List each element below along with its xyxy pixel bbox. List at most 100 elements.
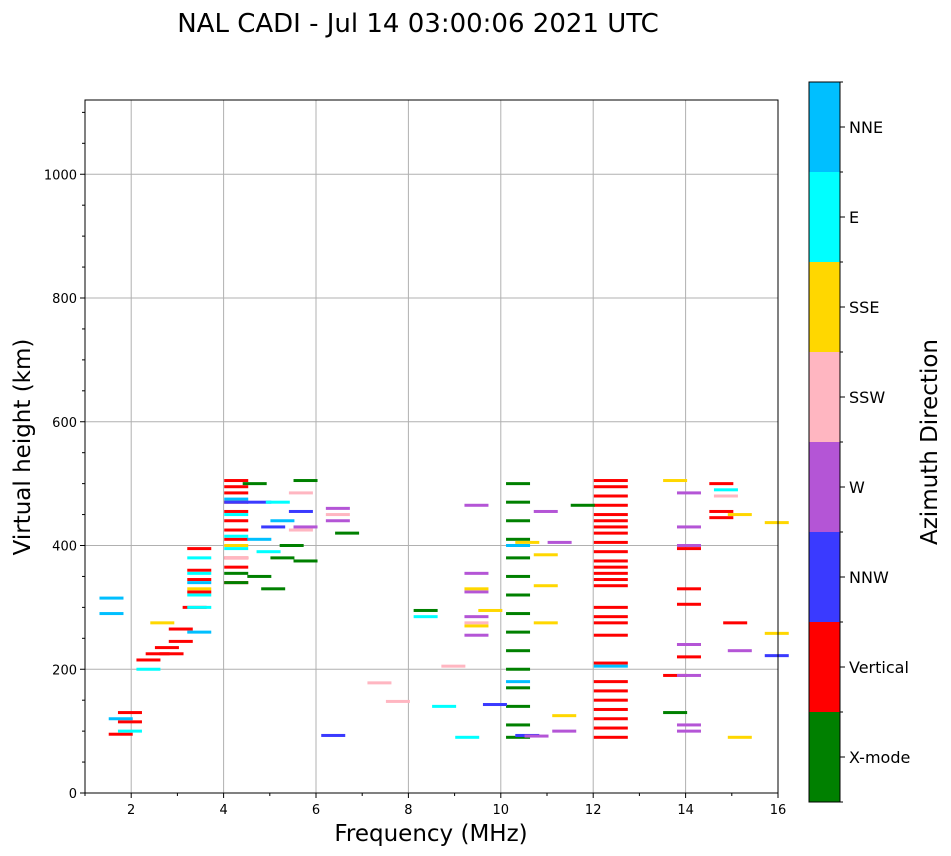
- data-point: [187, 581, 212, 585]
- data-point: [187, 568, 212, 572]
- data-point: [154, 646, 179, 650]
- x-tick-label: 12: [585, 803, 602, 818]
- data-point: [593, 717, 628, 721]
- data-point: [325, 519, 350, 523]
- data-point: [593, 531, 628, 535]
- data-point: [593, 540, 628, 544]
- data-point: [247, 574, 272, 578]
- data-point: [261, 525, 286, 529]
- data-point: [552, 714, 577, 718]
- data-point: [663, 479, 688, 483]
- data-point: [108, 732, 133, 736]
- data-point: [676, 643, 701, 646]
- x-tick-label: 14: [677, 803, 694, 818]
- data-point: [593, 698, 628, 702]
- data-point: [727, 513, 752, 517]
- data-point: [293, 559, 318, 563]
- data-point: [593, 479, 628, 483]
- data-point: [533, 553, 558, 557]
- data-point: [224, 571, 249, 575]
- data-point: [136, 667, 161, 671]
- y-tick-label: 400: [52, 540, 77, 555]
- data-point: [187, 630, 212, 634]
- data-point: [108, 717, 133, 721]
- series-nne: [99, 497, 628, 721]
- data-point: [593, 726, 628, 730]
- data-point: [321, 733, 346, 737]
- x-tick-label: 6: [312, 803, 320, 818]
- colorbar-segment: [809, 262, 840, 352]
- data-point: [593, 584, 628, 588]
- x-tick-label: 8: [404, 803, 412, 818]
- data-point: [506, 544, 531, 547]
- grid-lines: [85, 100, 779, 794]
- data-point: [506, 500, 531, 504]
- y-tick-label: 800: [52, 292, 77, 307]
- series-vertical: [108, 479, 748, 739]
- data-marks: [99, 479, 789, 739]
- data-point: [727, 735, 752, 739]
- data-point: [288, 491, 313, 495]
- data-point: [676, 491, 701, 495]
- data-point: [533, 509, 558, 513]
- data-point: [593, 661, 628, 665]
- data-point: [723, 621, 748, 625]
- data-point: [325, 506, 350, 510]
- data-point: [506, 704, 531, 708]
- data-point: [593, 525, 628, 529]
- data-point: [593, 605, 628, 609]
- colorbar-tick-label: W: [849, 478, 865, 497]
- data-point: [713, 488, 738, 492]
- data-point: [385, 699, 410, 703]
- data-point: [413, 615, 438, 619]
- data-point: [533, 621, 558, 625]
- data-point: [261, 587, 286, 591]
- data-point: [533, 584, 558, 588]
- y-axis-label: Virtual height (km): [10, 339, 36, 556]
- data-point: [593, 689, 628, 693]
- data-point: [593, 633, 628, 637]
- data-point: [335, 531, 360, 535]
- colorbar-tick-label: NNW: [849, 568, 889, 587]
- x-tick-label: 4: [219, 803, 227, 818]
- data-point: [117, 729, 142, 733]
- data-point: [570, 503, 595, 507]
- data-point: [464, 624, 489, 628]
- data-point: [506, 612, 531, 616]
- data-point: [224, 485, 249, 489]
- data-point: [224, 528, 249, 532]
- data-point: [593, 485, 628, 489]
- data-point: [506, 519, 531, 523]
- data-point: [247, 500, 272, 504]
- colorbar-segment: [809, 352, 840, 442]
- colorbar-frame: [808, 81, 841, 803]
- data-point: [99, 612, 124, 616]
- data-point: [224, 537, 249, 541]
- data-point: [288, 528, 313, 532]
- data-point: [593, 494, 628, 498]
- data-point: [593, 513, 628, 517]
- data-point: [506, 723, 531, 727]
- colorbar-tick-label: NNE: [849, 118, 883, 137]
- data-point: [279, 544, 304, 547]
- data-point: [676, 673, 701, 677]
- data-point: [506, 482, 531, 486]
- data-point: [150, 621, 175, 625]
- data-point: [367, 681, 392, 685]
- data-point: [464, 615, 489, 619]
- data-point: [663, 711, 688, 715]
- data-point: [224, 491, 249, 495]
- data-point: [413, 608, 438, 612]
- x-tick-label: 16: [770, 803, 787, 818]
- data-point: [224, 519, 249, 523]
- data-point: [270, 556, 295, 560]
- data-point: [676, 587, 701, 591]
- x-axis-ticks: 2 4 6 8 10 12 14 16: [84, 793, 787, 818]
- colorbar-tick-label: X-mode: [849, 748, 910, 767]
- data-point: [547, 540, 572, 544]
- data-point: [270, 519, 295, 523]
- data-point: [265, 500, 290, 504]
- data-point: [224, 500, 249, 504]
- data-point: [187, 571, 212, 575]
- data-point: [256, 550, 281, 554]
